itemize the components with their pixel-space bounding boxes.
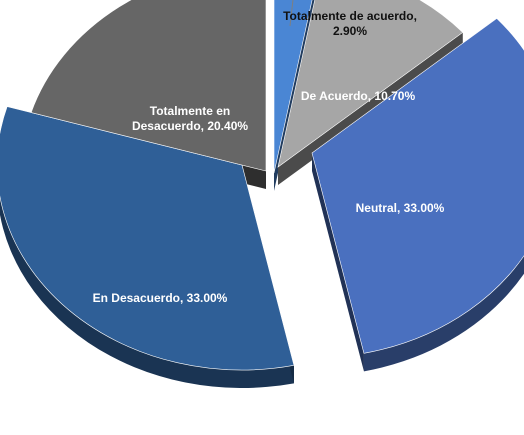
pie-slice-totalmente-de-acuerdo: [273, 0, 313, 174]
pie-slice-neutral: [311, 18, 524, 354]
pie-slice-de-acuerdo: [277, 0, 464, 168]
leader-lines: [289, 0, 294, 27]
data-label-totalmente-en-desacuerdo: Totalmente en Desacuerdo, 20.40%: [132, 104, 248, 133]
slice-side-2: [363, 255, 524, 372]
data-label-totalmente-de-acuerdo: Totalmente de acuerdo, 2.90%: [283, 9, 417, 38]
data-label-neutral: Neutral, 33.00%: [356, 201, 445, 215]
pie-slice-totalmente-en-desacuerdo: [30, 0, 267, 172]
slice-labels: Totalmente de acuerdo, 2.90% De Acuerdo, 1…: [93, 9, 445, 305]
data-label-de-acuerdo: De Acuerdo, 10.70%: [301, 89, 416, 103]
slice-cut-face-2-1: [312, 153, 364, 372]
pie-slice-en-desacuerdo: [0, 106, 295, 371]
data-label-en-desacuerdo: En Desacuerdo, 33.00%: [93, 291, 228, 305]
slice-tops: [0, 0, 524, 371]
leader-line-totalmente-de-acuerdo: [289, 0, 294, 27]
